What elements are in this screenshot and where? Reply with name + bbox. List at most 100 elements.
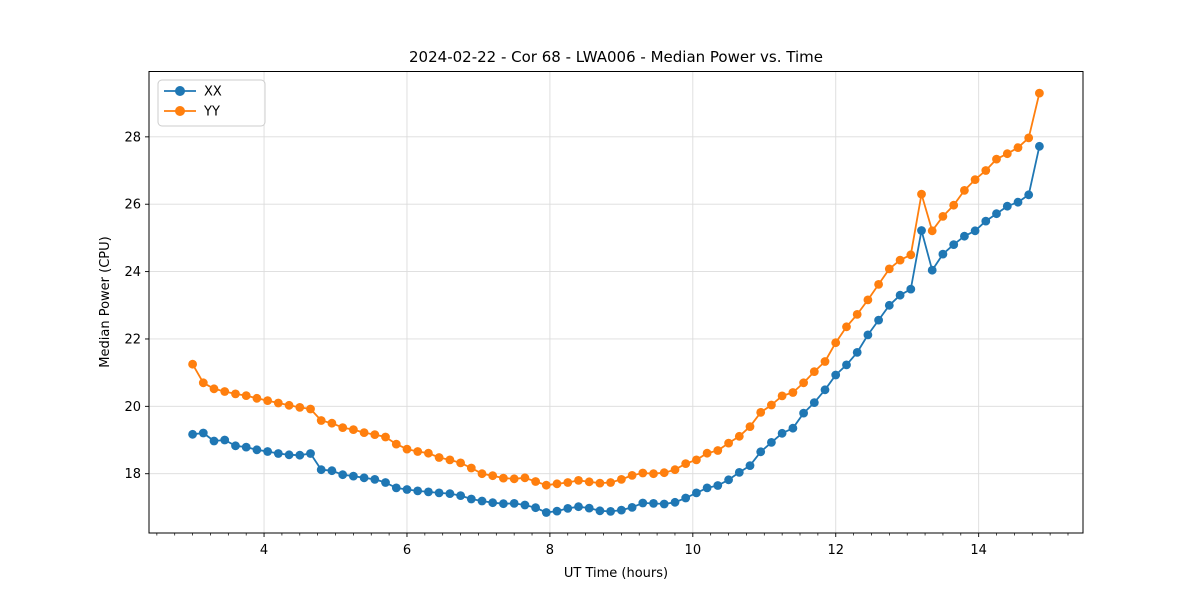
- data-point: [595, 506, 605, 516]
- series-plots: [188, 88, 1044, 517]
- data-point: [842, 322, 851, 332]
- data-point: [970, 175, 980, 185]
- data-point: [531, 477, 540, 486]
- data-point: [338, 470, 348, 480]
- data-point: [198, 378, 208, 388]
- legend-entry-yy: YY: [164, 105, 220, 120]
- data-point: [681, 493, 691, 503]
- data-point: [649, 469, 658, 479]
- data-point: [906, 250, 916, 260]
- data-point: [381, 478, 390, 487]
- data-point: [531, 503, 540, 513]
- data-point: [799, 378, 808, 388]
- data-point: [745, 422, 755, 431]
- legend-entry-xx: XX: [164, 85, 222, 100]
- data-point: [874, 315, 883, 325]
- data-point: [466, 494, 476, 504]
- data-point: [606, 478, 615, 487]
- data-point: [327, 466, 337, 476]
- data-point: [842, 360, 851, 370]
- data-point: [316, 465, 326, 475]
- data-point: [1013, 143, 1023, 153]
- y-axis-tick-labels: 18 20 22 24 26 28: [124, 130, 141, 482]
- data-point: [209, 436, 219, 446]
- data-point: [670, 465, 680, 475]
- data-point: [638, 468, 648, 478]
- data-point: [574, 476, 583, 485]
- data-point: [1013, 197, 1023, 207]
- data-point: [284, 400, 294, 410]
- data-point: [692, 455, 701, 465]
- data-point: [488, 471, 498, 481]
- series-YY: [188, 88, 1044, 490]
- data-point: [273, 398, 283, 408]
- y-axis-ticks: [145, 136, 149, 475]
- data-point: [970, 226, 980, 236]
- data-point: [456, 458, 465, 468]
- data-point: [809, 398, 819, 407]
- data-point: [402, 485, 412, 494]
- data-point: [231, 441, 240, 451]
- y-tick-label: 22: [124, 332, 141, 347]
- data-point: [273, 449, 283, 458]
- data-point: [1035, 141, 1044, 151]
- data-point: [338, 423, 348, 432]
- data-point: [306, 449, 315, 458]
- data-point: [563, 504, 573, 513]
- data-point: [992, 209, 1001, 219]
- data-point: [499, 473, 508, 483]
- data-point: [220, 387, 230, 396]
- data-point: [852, 310, 862, 319]
- data-point: [488, 498, 498, 508]
- data-point: [713, 446, 723, 455]
- data-point: [809, 367, 819, 376]
- data-point: [241, 391, 251, 400]
- data-point: [863, 330, 873, 340]
- data-point: [552, 479, 562, 489]
- data-point: [1002, 149, 1012, 159]
- data-point: [198, 428, 208, 438]
- y-axis-label: Median Power (CPU): [98, 236, 113, 367]
- data-point: [188, 359, 198, 369]
- y-tick-label: 28: [124, 130, 141, 145]
- data-point: [938, 212, 948, 221]
- x-axis-ticks: [263, 533, 980, 537]
- data-point: [595, 478, 605, 488]
- x-tick-label: 12: [827, 543, 844, 558]
- x-tick-label: 14: [970, 543, 987, 558]
- data-point: [981, 166, 991, 175]
- data-point: [552, 506, 562, 516]
- data-point: [1024, 190, 1034, 200]
- data-point: [1024, 133, 1034, 143]
- data-point: [767, 438, 776, 447]
- data-point: [949, 200, 959, 210]
- data-point: [316, 416, 326, 425]
- data-point: [349, 425, 358, 434]
- data-point: [659, 468, 669, 478]
- data-point: [949, 240, 959, 250]
- legend-marker-0: [175, 86, 185, 96]
- data-point: [981, 216, 991, 226]
- data-point: [938, 249, 948, 259]
- data-point: [209, 384, 219, 394]
- data-point: [391, 439, 401, 449]
- data-point: [638, 498, 648, 508]
- data-point: [627, 471, 637, 480]
- gridlines: [149, 71, 1083, 533]
- y-tick-label: 26: [124, 198, 141, 213]
- data-point: [381, 432, 390, 442]
- data-point: [917, 226, 926, 235]
- data-point: [831, 370, 841, 380]
- data-point: [820, 385, 830, 395]
- data-point: [617, 475, 626, 484]
- data-point: [499, 499, 508, 509]
- data-point: [456, 491, 465, 500]
- data-point: [370, 430, 380, 439]
- data-point: [724, 438, 733, 448]
- data-point: [960, 186, 969, 195]
- data-point: [670, 497, 680, 507]
- data-point: [477, 496, 487, 506]
- data-point: [231, 389, 240, 399]
- data-point: [927, 265, 937, 275]
- data-point: [327, 418, 337, 428]
